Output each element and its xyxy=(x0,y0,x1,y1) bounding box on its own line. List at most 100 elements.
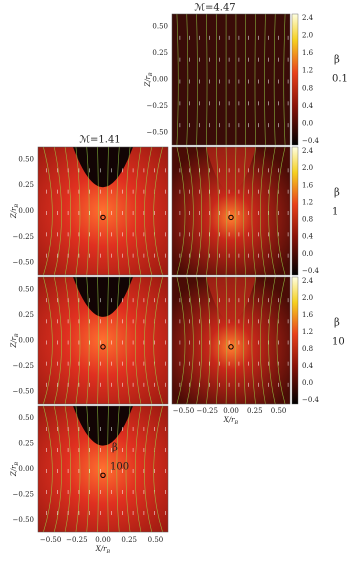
x-tick-label: −0.25 xyxy=(197,407,218,415)
field-line xyxy=(268,276,276,405)
y-tick-label: 0.25 xyxy=(18,440,34,448)
y-tick-label: 0.00 xyxy=(18,465,34,473)
star xyxy=(100,472,106,478)
field-line xyxy=(243,146,247,276)
field-line xyxy=(259,276,266,405)
x-axis-label: X/rB xyxy=(95,545,111,555)
y-tick-label: 0.25 xyxy=(152,49,168,57)
x-tick-label: 0.25 xyxy=(247,407,263,415)
subscript: B xyxy=(14,333,20,338)
field-line xyxy=(196,13,198,146)
colorbar-tick-label: 2.4 xyxy=(302,147,314,155)
field-line xyxy=(234,146,237,276)
cone xyxy=(206,147,256,193)
field-line xyxy=(206,13,208,146)
frame xyxy=(37,146,169,276)
field-line xyxy=(225,276,228,405)
colorbar-tick-label: 1.6 xyxy=(302,311,314,319)
field-line xyxy=(75,405,81,533)
star xyxy=(228,214,234,221)
y-tick-label: 0.50 xyxy=(18,155,34,163)
colorbar xyxy=(291,13,299,146)
x-tick-label: 0.00 xyxy=(95,536,111,544)
colorbar-tick-label: 1.2 xyxy=(302,67,313,75)
field-line xyxy=(186,276,194,405)
colorbar-tick-label: 0.4 xyxy=(302,233,314,241)
colorbar-tick-label: 1.6 xyxy=(302,181,314,189)
field-line xyxy=(176,146,186,276)
field-line xyxy=(215,146,219,276)
y-tick-label: 0.50 xyxy=(152,23,168,31)
panel xyxy=(172,14,290,145)
field-line xyxy=(234,276,237,405)
x-tick-label: 0.00 xyxy=(223,407,239,415)
y-tick-label: 0.50 xyxy=(18,414,34,422)
field-line xyxy=(144,146,153,276)
beta-value: 0.1 xyxy=(332,74,348,85)
colorbar-tick-label: 1.2 xyxy=(302,328,313,336)
field-line xyxy=(53,276,62,405)
beta-symbol: β xyxy=(334,318,340,329)
x-tick-label: −0.50 xyxy=(40,536,61,544)
x-tick-label: 0.25 xyxy=(121,536,137,544)
field-line xyxy=(125,146,131,276)
x-tick-label: −0.25 xyxy=(66,536,87,544)
field-line xyxy=(283,13,286,146)
frame xyxy=(37,276,169,405)
y-axis-label: Z/rB xyxy=(10,333,20,349)
field-line xyxy=(53,146,62,276)
y-tick-label: −0.50 xyxy=(147,128,168,136)
field-line xyxy=(53,405,62,533)
colorbar-tick-label: 0.0 xyxy=(302,250,313,258)
colorbar-tick-label: 0.0 xyxy=(302,379,313,387)
colorbar-tick-label: 0.8 xyxy=(302,345,313,353)
field-line xyxy=(116,405,120,533)
field-line xyxy=(134,146,142,276)
field-line xyxy=(116,146,120,276)
field-line xyxy=(254,13,256,146)
beta-value: 100 xyxy=(110,462,129,473)
field-line xyxy=(264,13,266,146)
star xyxy=(100,214,106,221)
field-line xyxy=(125,405,131,533)
y-tick-label: −0.25 xyxy=(13,233,34,241)
y-tick-label: −0.25 xyxy=(147,102,168,110)
field-line xyxy=(206,146,211,276)
colorbar-tick-label: −0.4 xyxy=(302,267,320,275)
colorbar-tick-label: −0.4 xyxy=(302,396,320,404)
colorbar-tick-label: 0.4 xyxy=(302,102,314,110)
field-line xyxy=(153,276,163,405)
colorbar-tick-label: 1.2 xyxy=(302,198,313,206)
subscript: B xyxy=(234,420,239,426)
beta-symbol: β xyxy=(334,55,340,66)
colorbar xyxy=(291,146,299,276)
field-line xyxy=(43,276,53,405)
field-line xyxy=(153,146,163,276)
field-line xyxy=(64,146,72,276)
y-axis-label: Z/rB xyxy=(144,72,154,88)
colorbar-tick-label: −0.4 xyxy=(302,137,320,145)
field-line xyxy=(43,405,53,533)
frame xyxy=(171,146,291,276)
subscript: B xyxy=(14,204,20,209)
field-line xyxy=(251,276,256,405)
y-axis-label: Z/rB xyxy=(10,204,20,220)
field-line xyxy=(276,276,286,405)
y-tick-label: 0.00 xyxy=(152,76,168,84)
field-line xyxy=(176,13,179,146)
title: ℳ=1.41 xyxy=(79,135,120,146)
colorbar-tick-label: 2.0 xyxy=(302,294,313,302)
y-tick-label: −0.50 xyxy=(13,388,34,396)
field-line xyxy=(107,276,109,405)
y-axis-label: Z/rB xyxy=(10,462,20,478)
y-tick-label: −0.50 xyxy=(13,259,34,267)
field-line xyxy=(144,276,153,405)
star xyxy=(228,344,234,350)
beta-value: 1 xyxy=(332,207,338,218)
cavity xyxy=(73,147,133,188)
cavity xyxy=(73,277,133,317)
y-tick-label: 0.50 xyxy=(18,285,34,293)
x-tick-label: −0.50 xyxy=(173,407,194,415)
field-line xyxy=(97,405,99,533)
